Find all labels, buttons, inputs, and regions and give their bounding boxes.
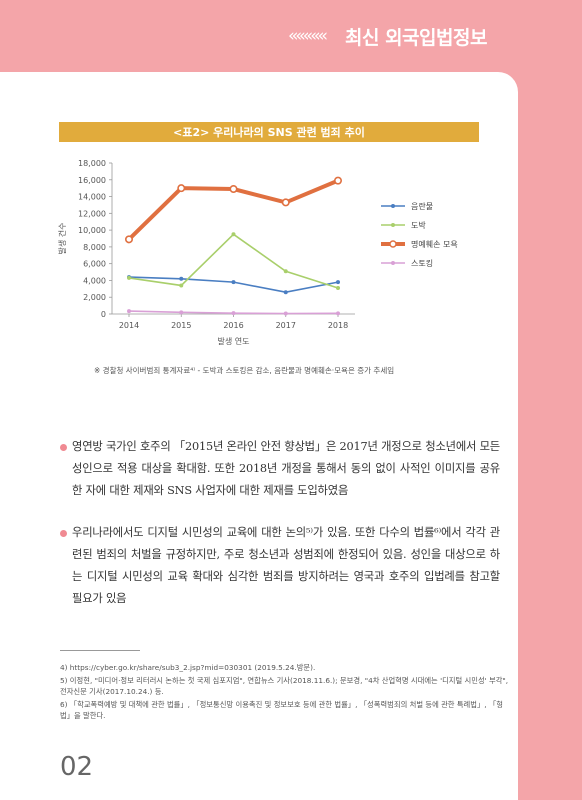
data-point [333, 176, 342, 185]
footnote-4: 4) https://cyber.go.kr/share/sub3_2.jsp?… [60, 663, 316, 672]
data-point [179, 283, 184, 288]
header-band [0, 0, 582, 72]
legend-marker [389, 240, 397, 248]
data-point [127, 309, 131, 314]
bullet-dot [60, 444, 67, 451]
legend-label: 스토킹 [411, 258, 433, 268]
footnote-6: 6) 「학교폭력예방 및 대책에 관한 법률」, 「정보통신망 이용촉진 및 정… [60, 700, 503, 720]
data-point [283, 269, 288, 274]
y-tick-label: 18,000 [78, 159, 106, 168]
y-tick-label: 16,000 [78, 176, 106, 185]
page-number: 02 [60, 752, 94, 782]
legend-marker [391, 223, 395, 227]
data-point [125, 235, 134, 244]
data-point [177, 184, 186, 193]
y-tick-label: 4,000 [83, 276, 106, 285]
table-title: <표2> 우리나라의 SNS 관련 범죄 추이 [59, 122, 479, 142]
legend-marker [391, 204, 395, 208]
chart-note: ※ 경찰청 사이버범죄 통계자료⁴⁾ - 도박과 스토킹은 감소, 음란물과 명… [94, 366, 395, 375]
y-tick-label: 0 [101, 310, 106, 319]
y-tick-label: 14,000 [78, 193, 106, 202]
y-axis-label: 발생 건수 [57, 223, 67, 255]
series-line [128, 276, 339, 294]
footnote-divider [60, 650, 140, 651]
data-point [231, 232, 236, 237]
x-axis-label: 발생 연도 [218, 336, 250, 346]
data-point [336, 285, 340, 290]
legend-marker [391, 261, 395, 265]
paragraph-text: 영연방 국가인 호주의 「2015년 온라인 안전 향상법」은 2017년 개정… [72, 440, 500, 497]
footnotes: 4) https://cyber.go.kr/share/sub3_2.jsp?… [60, 662, 510, 723]
data-point [127, 275, 131, 280]
y-tick-label: 10,000 [78, 226, 106, 235]
chevrons-icon: ««««« [288, 26, 328, 46]
x-tick-label: 2014 [119, 321, 139, 330]
legend-label: 음란물 [411, 201, 433, 211]
paragraph-korea: 우리나라에서도 디지털 시민성의 교육에 대한 논의⁵⁾가 있음. 또한 다수의… [60, 522, 500, 610]
y-tick-label: 2,000 [83, 293, 106, 302]
side-band [518, 72, 582, 800]
data-point [231, 311, 236, 316]
data-point [229, 185, 238, 194]
sns-crime-line-chart: 0 2,000 4,000 6,000 8,000 10,000 12,000 14,000 1… [57, 159, 458, 346]
y-tick-label: 6,000 [83, 260, 106, 269]
paragraph-text: 우리나라에서도 디지털 시민성의 교육에 대한 논의⁵⁾가 있음. 또한 다수의… [72, 526, 500, 605]
y-tick-label: 8,000 [83, 243, 106, 252]
series-line [128, 233, 339, 289]
y-tick-label: 12,000 [78, 209, 106, 218]
data-point [283, 290, 288, 295]
legend-label: 명예훼손 모욕 [411, 239, 458, 249]
footnote-5: 5) 이정현, "미디어·정보 리터러시 논하는 첫 국제 심포지엄", 연합뉴… [60, 676, 509, 696]
x-tick-label: 2015 [171, 321, 191, 330]
data-point [231, 280, 236, 285]
data-point [283, 311, 288, 316]
legend-label: 도박 [411, 220, 426, 230]
data-point [336, 280, 340, 285]
header-title: 최신 외국입법정보 [345, 27, 487, 49]
data-point [179, 310, 184, 315]
data-point [179, 276, 184, 281]
x-tick-label: 2017 [276, 321, 296, 330]
x-tick-label: 2018 [328, 321, 348, 330]
paragraph-australia: 영연방 국가인 호주의 「2015년 온라인 안전 향상법」은 2017년 개정… [60, 436, 500, 502]
data-point [336, 311, 340, 316]
data-point [281, 198, 290, 207]
x-tick-label: 2016 [223, 321, 243, 330]
bullet-dot [60, 530, 67, 537]
